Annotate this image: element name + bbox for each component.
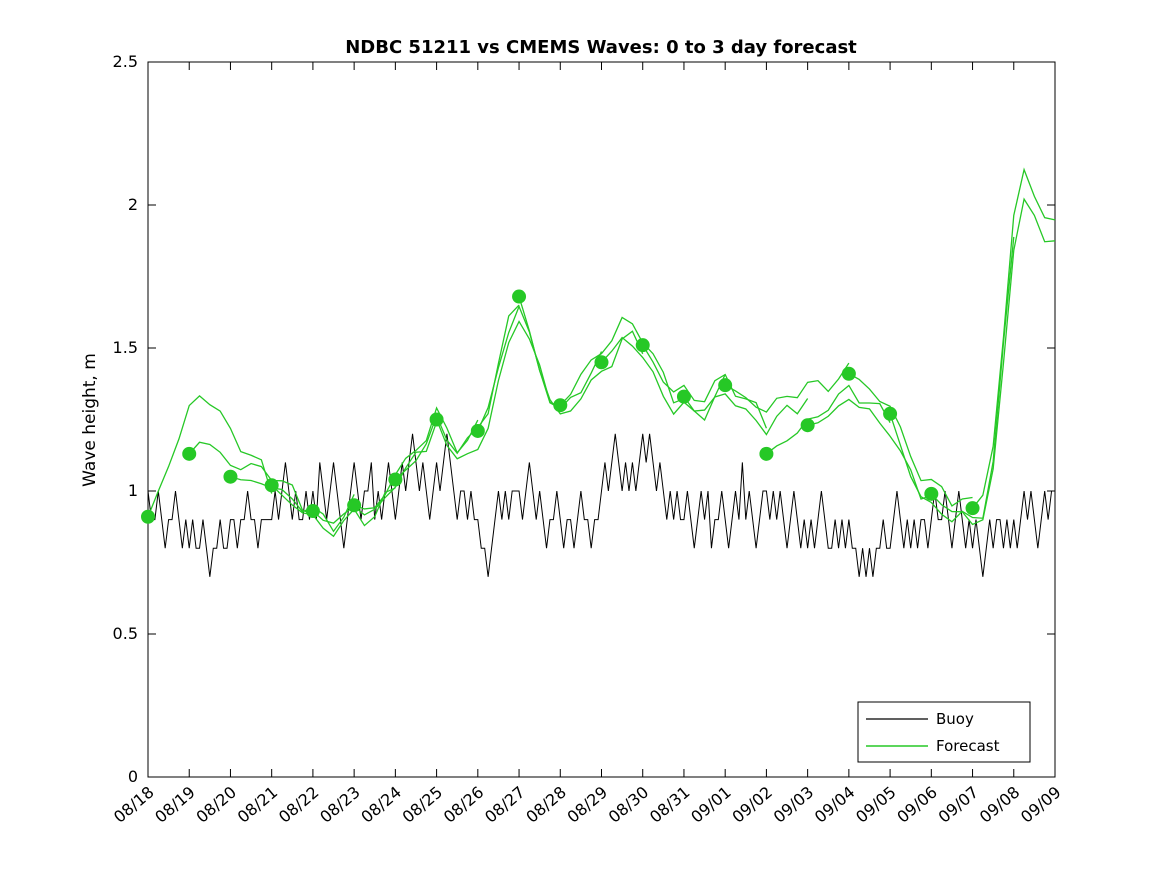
x-tick-label: 08/31 xyxy=(646,783,694,827)
forecast-run-line xyxy=(724,362,850,413)
y-tick-label: 2 xyxy=(128,195,138,214)
forecast-start-marker xyxy=(841,366,856,381)
forecast-run-line xyxy=(230,476,355,533)
legend: Buoy Forecast xyxy=(857,701,1031,763)
forecast-start-marker xyxy=(635,338,650,353)
forecast-run-line xyxy=(394,304,520,481)
forecast-run-line xyxy=(435,320,561,460)
x-tick-label: 08/27 xyxy=(481,783,529,827)
forecast-start-marker xyxy=(759,446,774,461)
x-tick-label: 08/26 xyxy=(440,783,488,827)
buoy-line xyxy=(147,433,1053,577)
x-tick-label: 08/24 xyxy=(357,783,405,827)
forecast-start-marker xyxy=(347,498,362,513)
x-tick-label: 09/01 xyxy=(687,783,735,827)
x-tick-label: 08/23 xyxy=(316,783,364,827)
x-tick-label: 08/30 xyxy=(605,783,653,827)
forecast-start-marker xyxy=(388,472,403,487)
forecast-run-line xyxy=(188,441,314,515)
legend-box xyxy=(857,701,1031,763)
x-tick-label: 09/07 xyxy=(935,783,983,827)
plot-border xyxy=(147,61,1056,778)
forecast-run-line xyxy=(642,344,768,429)
y-tick-label: 2.5 xyxy=(113,52,138,71)
forecast-start-marker xyxy=(264,478,279,493)
x-tick-label: 09/09 xyxy=(1017,783,1065,827)
forecast-run-line xyxy=(972,167,1056,509)
x-tick-label: 08/25 xyxy=(399,783,447,827)
forecast-series xyxy=(141,167,1056,538)
forecast-run-line xyxy=(889,236,1015,523)
forecast-start-marker xyxy=(676,389,691,404)
forecast-start-marker xyxy=(512,289,527,304)
forecast-run-line xyxy=(930,197,1056,526)
forecast-run-line xyxy=(601,336,726,422)
legend-buoy-label: Buoy xyxy=(936,710,974,728)
forecast-run-line xyxy=(312,421,438,524)
y-tick-label: 1 xyxy=(128,481,138,500)
forecast-run-line xyxy=(683,393,809,436)
y-tick-label: 0 xyxy=(128,767,138,786)
x-tick-label: 08/18 xyxy=(110,783,158,827)
forecast-run-line xyxy=(766,384,891,455)
legend-forecast-label: Forecast xyxy=(936,737,1000,755)
forecast-run-line xyxy=(271,484,396,538)
x-tick-label: 09/04 xyxy=(811,783,859,827)
x-tick-label: 08/20 xyxy=(192,783,240,827)
forecast-start-marker xyxy=(594,355,609,370)
forecast-run-line xyxy=(518,296,644,415)
x-tick-label: 08/29 xyxy=(564,783,612,827)
forecast-start-marker xyxy=(182,446,197,461)
y-axis-label: Wave height, m xyxy=(80,353,100,487)
forecast-start-marker xyxy=(470,423,485,438)
buoy-series xyxy=(147,433,1053,577)
forecast-start-marker xyxy=(141,509,155,524)
forecast-start-marker xyxy=(924,486,939,501)
y-tick-label: 1.5 xyxy=(113,338,138,357)
x-tick-label: 09/05 xyxy=(852,783,900,827)
x-tick-label: 09/08 xyxy=(976,783,1024,827)
forecast-run-line xyxy=(559,316,685,406)
x-tick-label: 09/02 xyxy=(728,783,776,827)
forecast-start-marker xyxy=(429,412,444,427)
x-tick-label: 08/21 xyxy=(234,783,282,827)
forecast-start-marker xyxy=(553,398,568,413)
forecast-run-line xyxy=(807,398,932,500)
forecast-start-marker xyxy=(800,418,815,433)
x-tick-label: 08/22 xyxy=(275,783,323,827)
forecast-start-marker xyxy=(305,504,320,519)
chart-title: NDBC 51211 vs CMEMS Waves: 0 to 3 day fo… xyxy=(345,37,857,58)
forecast-start-marker xyxy=(223,469,238,484)
forecast-start-marker xyxy=(718,378,733,393)
x-tick-label: 09/06 xyxy=(893,783,941,827)
y-tick-label: 0.5 xyxy=(113,624,138,643)
forecast-run-line xyxy=(147,394,273,517)
x-tick-label: 08/28 xyxy=(522,783,570,827)
forecast-run-line xyxy=(848,373,973,507)
x-tick-label: 09/03 xyxy=(770,783,818,827)
forecast-start-marker xyxy=(965,501,980,516)
forecast-start-marker xyxy=(883,406,898,421)
x-tick-label: 08/19 xyxy=(151,783,199,827)
